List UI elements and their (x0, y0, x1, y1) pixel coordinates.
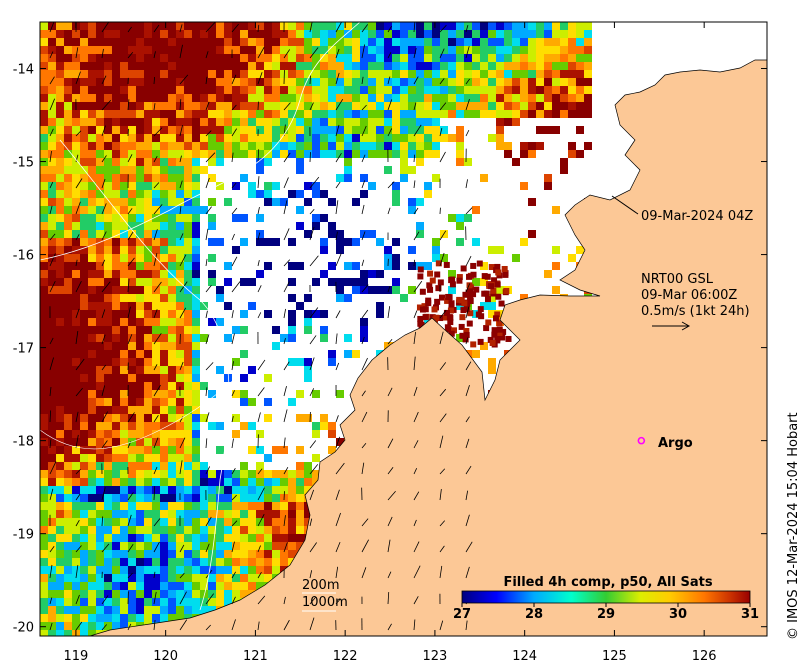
colorbar-tick-label: 31 (741, 607, 759, 622)
contour-200m-label: 200m (302, 578, 339, 593)
current-source-label: NRT00 GSL (641, 272, 714, 287)
colorbar-tick-label: 28 (525, 607, 543, 622)
x-tick-label: 120 (153, 649, 178, 664)
x-tick-label: 119 (63, 649, 88, 664)
colorbar-title: Filled 4h comp, p50, All Sats (503, 575, 712, 590)
colorbar-tick-label: 27 (453, 607, 471, 622)
current-scale-label: 0.5m/s (1kt 24h) (641, 304, 750, 319)
swath-time-label: 09-Mar-2024 04Z (641, 209, 753, 224)
map-frame (39, 21, 768, 637)
contour-1000m-label: 1000m (302, 595, 348, 610)
y-tick-label: -17 (13, 342, 34, 357)
x-tick-label: 126 (692, 649, 717, 664)
contour-extra (40, 339, 271, 450)
colorbar-tick-label: 30 (669, 607, 687, 622)
y-tick-label: -20 (13, 621, 34, 636)
x-tick-label: 123 (422, 649, 447, 664)
argo-label: Argo (658, 436, 693, 451)
contour-1000m (40, 22, 361, 261)
colorbar-gradient (461, 590, 751, 604)
x-tick-label: 125 (602, 649, 627, 664)
y-tick-label: -18 (13, 435, 34, 450)
y-tick-label: -14 (13, 63, 34, 78)
x-tick-label: 124 (512, 649, 537, 664)
swath-pointer (611, 195, 639, 215)
axes: 119 120 121 122 123 124 125 126 -14 -15 -16 -17 -18 -… (13, 22, 767, 664)
current-time-label: 09-Mar 06:00Z (641, 288, 737, 303)
colorbar: Filled 4h comp, p50, All Sats 27 28 29 30 31 (453, 575, 759, 622)
land-mass (89, 22, 767, 636)
x-tick-label: 122 (333, 649, 358, 664)
y-tick-label: -15 (13, 156, 34, 171)
y-tick-label: -19 (13, 528, 34, 543)
x-tick-label: 121 (243, 649, 268, 664)
current-scale-arrow (652, 321, 691, 331)
contour-200m (59, 139, 230, 611)
argo-marker (637, 436, 646, 445)
y-tick-label: -16 (13, 249, 34, 264)
credit-label: © IMOS 12-Mar-2024 15:04 Hobart (786, 412, 801, 640)
current-vectors (49, 22, 473, 631)
colorbar-tick-label: 29 (597, 607, 615, 622)
